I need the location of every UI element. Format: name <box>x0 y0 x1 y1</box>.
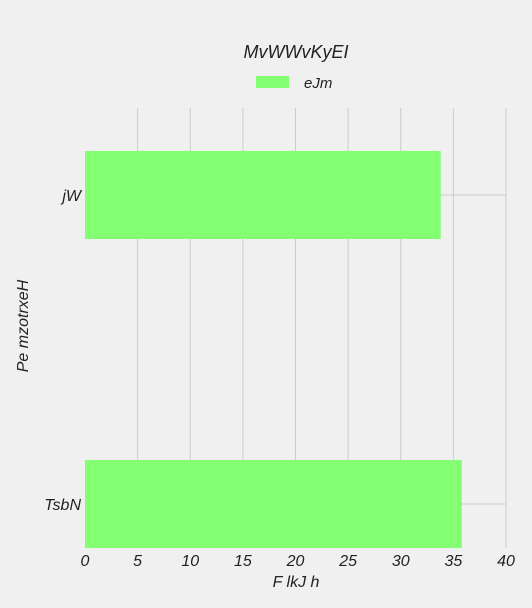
x-axis-label: F lkJ h <box>273 574 320 591</box>
legend: eJm <box>256 75 332 92</box>
bar-TsbN <box>85 460 462 548</box>
x-tick-label: 30 <box>392 553 410 570</box>
x-tick-label: 10 <box>181 553 199 570</box>
x-tick-label: 20 <box>286 553 305 570</box>
x-tick-label: 35 <box>444 553 462 570</box>
x-tick-label: 25 <box>338 553 357 570</box>
y-tick-label: jW <box>60 188 83 205</box>
y-axis-label: Pe mzotrxeH <box>15 279 32 372</box>
y-tick-label: TsbN <box>44 497 81 514</box>
legend-label: eJm <box>304 75 332 92</box>
tick-labels: jW TsbN 0 5 10 15 20 25 30 35 40 <box>44 188 515 570</box>
x-tick-label: 0 <box>81 553 90 570</box>
x-tick-label: 15 <box>234 553 252 570</box>
bar-jW <box>85 151 441 239</box>
bars <box>85 151 462 548</box>
x-tick-label: 5 <box>133 553 142 570</box>
chart-title: MvWWvKyEI <box>244 42 349 62</box>
legend-swatch <box>256 76 289 88</box>
x-tick-label: 40 <box>497 553 515 570</box>
